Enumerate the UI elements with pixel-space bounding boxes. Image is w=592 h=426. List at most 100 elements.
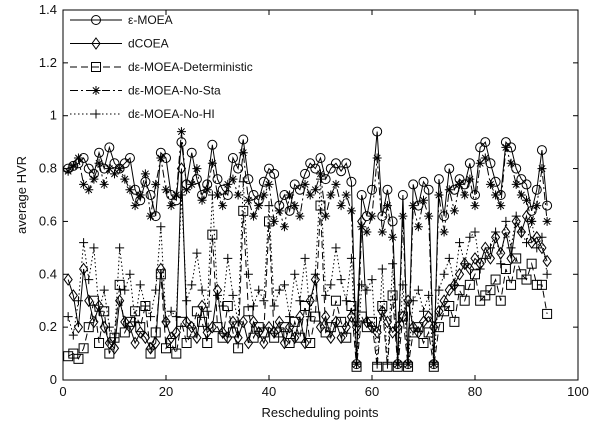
data-point (279, 322, 290, 333)
data-point (367, 275, 377, 285)
data-point (398, 280, 408, 290)
legend-marker (91, 62, 101, 72)
y-axis-title: average HVR (14, 156, 29, 234)
data-point (408, 179, 419, 190)
data-point (326, 280, 336, 290)
data-point (171, 312, 181, 322)
data-point (243, 195, 253, 205)
data-point (465, 174, 475, 184)
data-point (465, 262, 475, 276)
data-point (496, 259, 506, 269)
data-point (305, 312, 315, 322)
data-point (413, 322, 424, 333)
data-point (238, 134, 249, 145)
data-point (207, 139, 218, 150)
data-point (408, 201, 418, 211)
data-point (433, 174, 444, 185)
data-point (63, 166, 73, 176)
data-point (135, 322, 146, 333)
data-point (156, 222, 166, 232)
data-point (83, 322, 94, 333)
data-point (79, 179, 89, 189)
data-point (511, 211, 521, 221)
data-point (542, 216, 552, 226)
data-point (253, 322, 264, 333)
data-point (248, 315, 259, 329)
data-point (511, 179, 521, 189)
data-point (537, 232, 547, 242)
legend-label: dε-MOEA-No-HI (128, 107, 215, 121)
data-point (119, 158, 130, 169)
data-point (351, 320, 362, 334)
data-point (258, 327, 269, 338)
legend-label: dε-MOEA-Deterministic (128, 60, 253, 74)
data-point (285, 312, 295, 322)
data-point (536, 279, 547, 290)
data-point (460, 257, 470, 271)
data-point (367, 211, 377, 221)
data-point (284, 338, 295, 348)
data-point (372, 126, 383, 137)
data-point (217, 332, 228, 343)
data-point (377, 227, 387, 237)
data-point (130, 201, 140, 211)
data-point (171, 326, 181, 339)
data-point (243, 336, 254, 350)
data-point (166, 331, 176, 345)
data-point (532, 243, 542, 253)
data-point (73, 153, 83, 163)
data-point (223, 179, 233, 189)
data-point (264, 179, 274, 189)
data-point (120, 174, 130, 184)
data-point (182, 296, 192, 306)
data-point (218, 301, 228, 311)
data-point (527, 236, 537, 249)
data-point (145, 341, 156, 355)
data-point (315, 320, 326, 334)
data-point (259, 190, 269, 200)
data-point (63, 351, 74, 362)
data-point (542, 254, 552, 268)
legend-label: dCOEA (128, 37, 169, 51)
data-point (372, 153, 382, 163)
data-point (264, 201, 274, 211)
data-point (300, 301, 311, 311)
data-point (305, 190, 315, 200)
data-point (325, 322, 336, 333)
data-point (207, 229, 218, 240)
data-point (186, 327, 197, 338)
y-tick-label: 0.2 (39, 319, 57, 334)
data-point (197, 299, 207, 313)
data-point (161, 185, 171, 195)
data-point (187, 179, 197, 189)
data-point (537, 241, 547, 255)
data-point (279, 280, 289, 290)
data-point (480, 253, 490, 263)
data-point (336, 275, 346, 285)
data-point (408, 296, 418, 306)
data-point (166, 306, 176, 316)
data-point (79, 238, 89, 248)
data-point (228, 290, 238, 300)
data-point (418, 315, 429, 329)
data-point (331, 315, 341, 329)
data-point (94, 158, 104, 168)
data-point (542, 269, 552, 279)
data-point (475, 142, 486, 153)
data-point (336, 201, 346, 211)
data-point (491, 190, 501, 200)
data-point (424, 310, 434, 323)
data-point (491, 227, 501, 237)
data-point (124, 153, 135, 163)
data-point (166, 338, 177, 348)
data-point (454, 285, 465, 296)
data-point (424, 211, 434, 221)
data-point (465, 232, 475, 242)
data-point (316, 169, 325, 179)
data-point (73, 320, 84, 334)
data-point (140, 301, 150, 311)
data-point (135, 326, 145, 339)
series-5 (63, 174, 552, 369)
data-point (145, 348, 156, 359)
legend-label: ε-MOEA (128, 13, 173, 27)
